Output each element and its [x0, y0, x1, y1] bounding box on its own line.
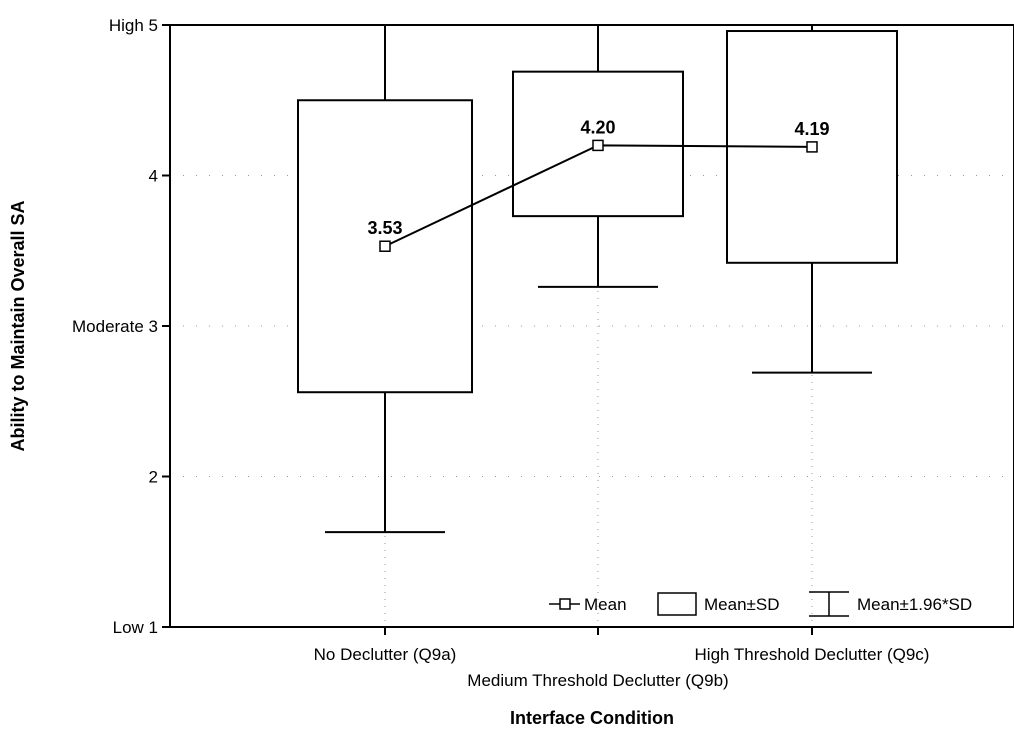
box-group — [512, 25, 684, 288]
y-axis-title: Ability to Maintain Overall SA — [8, 200, 28, 451]
mean-value-label: 3.53 — [367, 218, 402, 238]
x-tick-label: High Threshold Declutter (Q9c) — [695, 645, 930, 664]
legend-mean-marker — [559, 598, 571, 610]
y-axis-ticks: Low 1 2 Moderate 3 4 High 5 — [72, 16, 170, 637]
plot-marks: 3.53 4.20 4.19 — [297, 25, 898, 534]
mean-marker — [806, 141, 818, 153]
legend-mean-196sd-label: Mean±1.96*SD — [857, 595, 972, 614]
x-axis-title: Interface Condition — [510, 708, 674, 728]
legend: Mean Mean±SD Mean±1.96*SD — [549, 591, 972, 617]
box-group — [726, 25, 898, 374]
mean-marker — [379, 240, 391, 252]
x-axis-ticks: No Declutter (Q9a) Medium Threshold Declu… — [314, 627, 930, 690]
y-tick-label: High 5 — [109, 16, 158, 35]
legend-mean-sd-label: Mean±SD — [704, 595, 779, 614]
y-tick-label: 2 — [149, 468, 158, 487]
box-group — [297, 25, 473, 534]
mean-value-label: 4.19 — [794, 119, 829, 139]
mean-marker — [592, 139, 604, 152]
x-tick-label: Medium Threshold Declutter (Q9b) — [467, 671, 728, 690]
x-tick-label: No Declutter (Q9a) — [314, 645, 457, 664]
legend-mean-196sd: Mean±1.96*SD — [809, 591, 972, 617]
y-tick-label: 4 — [149, 167, 158, 186]
y-tick-label: Moderate 3 — [72, 317, 158, 336]
y-tick-label: Low 1 — [113, 618, 158, 637]
legend-mean: Mean — [549, 595, 627, 614]
mean-value-label: 4.20 — [580, 117, 615, 137]
legend-box-swatch — [657, 592, 697, 616]
legend-mean-sd: Mean±SD — [657, 592, 779, 616]
legend-whisker-swatch — [809, 591, 849, 617]
legend-mean-label: Mean — [584, 595, 627, 614]
